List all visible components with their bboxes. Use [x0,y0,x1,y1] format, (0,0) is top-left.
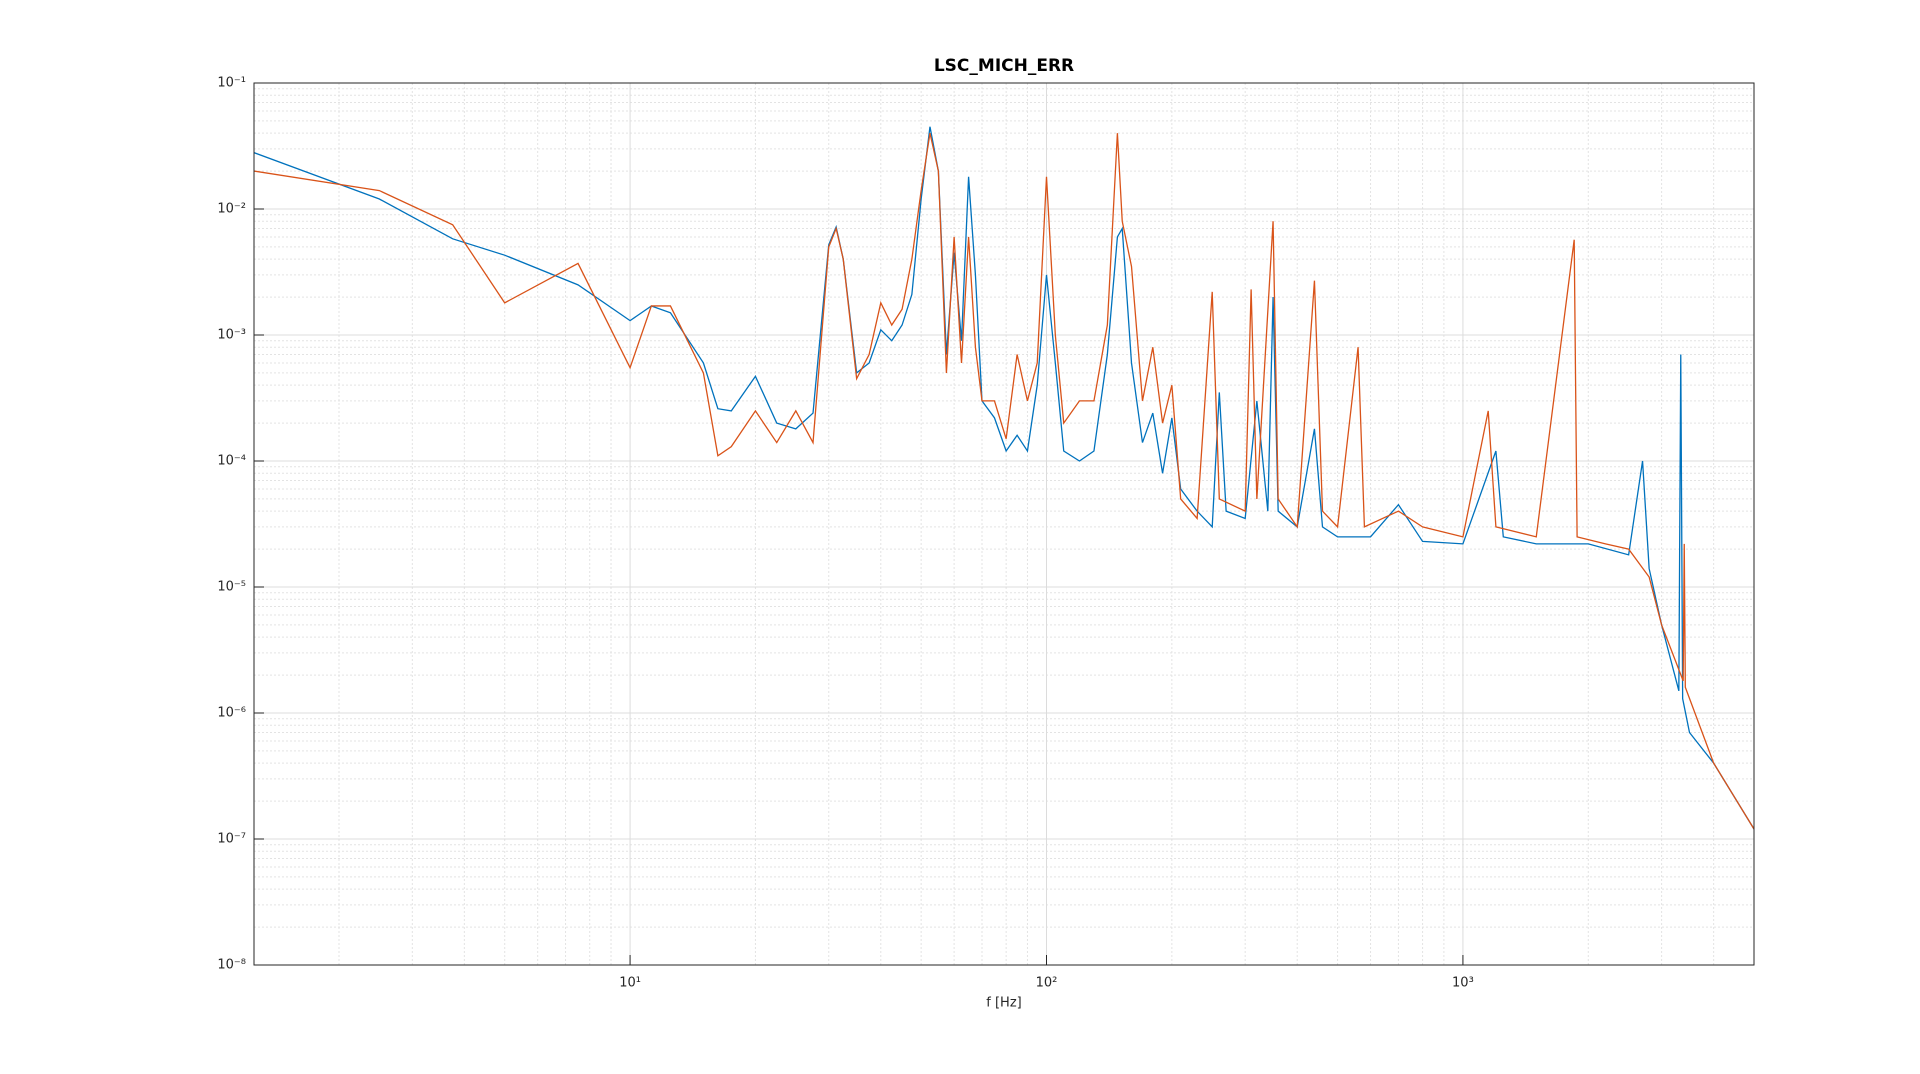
chart-title: LSC_MICH_ERR [934,56,1074,76]
y-tick-label: 10⁻⁸ [217,958,246,973]
y-tick-label: 10⁻² [217,202,246,217]
data-line [254,132,1754,830]
y-tick-label: 10⁻⁴ [217,454,246,469]
x-tick-label: 10¹ [619,976,641,991]
data-line [254,126,1754,830]
x-tick-label: 10² [1036,976,1058,991]
y-tick-label: 10⁻⁷ [217,832,246,847]
y-tick-label: 10⁻⁶ [217,706,246,721]
x-axis-label: f [Hz] [986,996,1021,1011]
x-tick-label: 10³ [1452,976,1474,991]
y-tick-label: 10⁻¹ [217,76,246,91]
y-tick-label: 10⁻⁵ [217,580,246,595]
plot-frame [253,82,1755,966]
y-tick-label: 10⁻³ [217,328,246,343]
